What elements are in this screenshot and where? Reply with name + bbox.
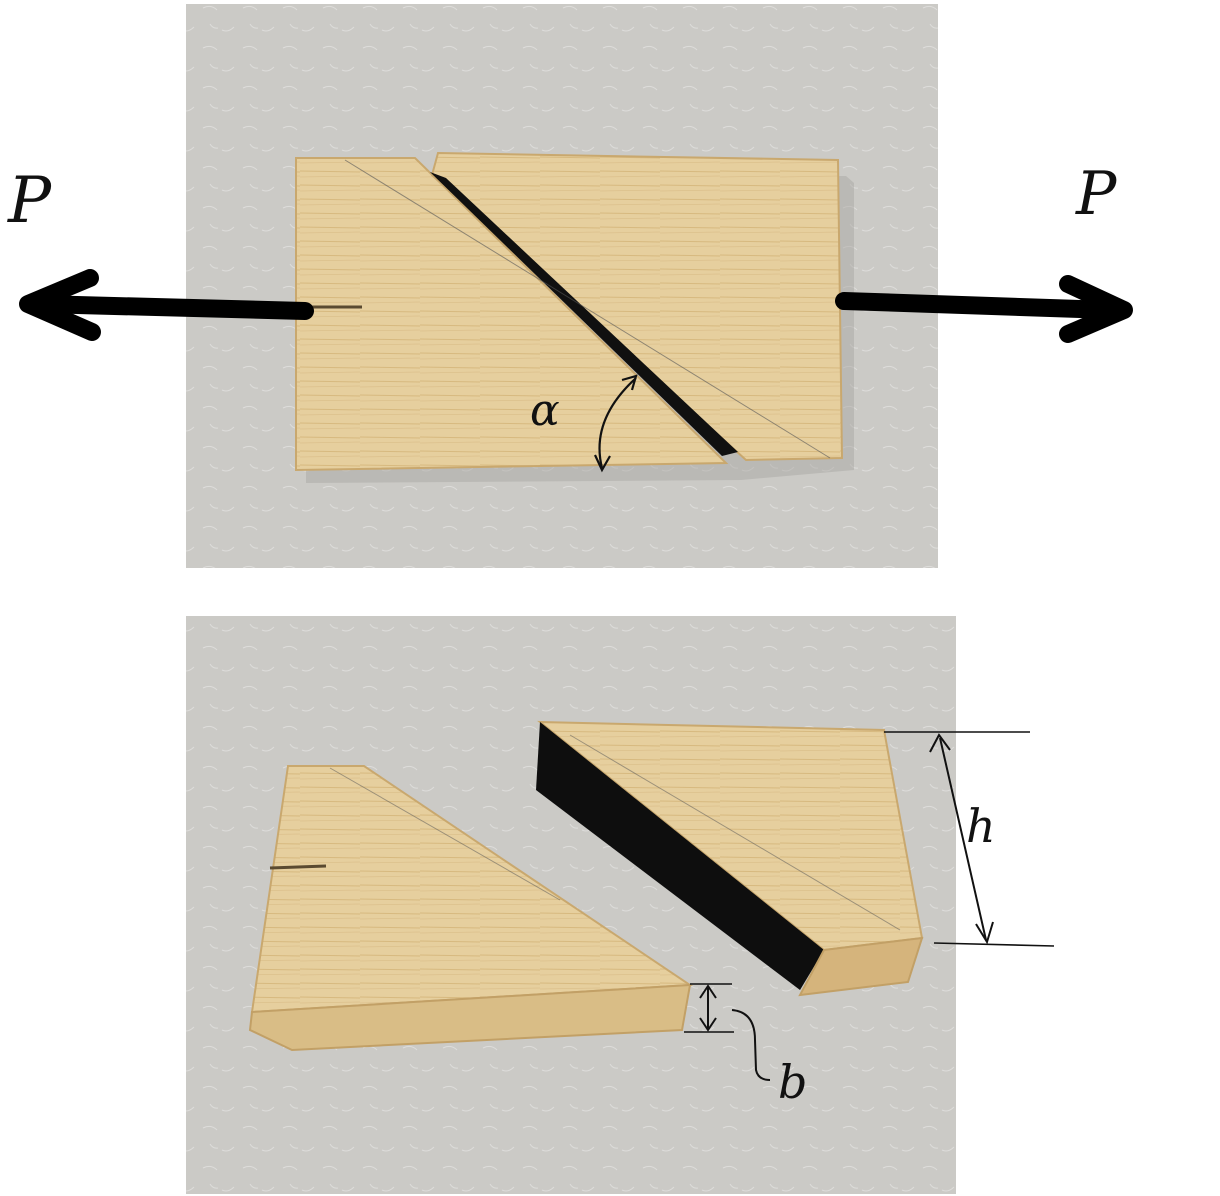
double-arrow-icon <box>939 737 987 941</box>
right-wedge-front <box>798 936 924 997</box>
angle-label: α <box>530 385 560 436</box>
right-wood-block <box>430 151 844 462</box>
height-dimension: h <box>884 731 1055 947</box>
thickness-label: b <box>778 1055 807 1109</box>
glue-joint <box>430 172 738 456</box>
arrow-left-icon <box>31 295 314 320</box>
left-wedge-front <box>248 983 692 1052</box>
left-wood-block <box>295 157 729 472</box>
force-arrow-left <box>19 269 314 341</box>
force-label-right: P <box>1075 159 1118 229</box>
bottom-photo <box>186 616 956 1194</box>
pencil-line <box>344 159 831 459</box>
thickness-dimension: b <box>684 983 807 1109</box>
force-label-left: P <box>7 164 52 238</box>
force-arrow-right <box>835 275 1133 343</box>
height-label: h <box>966 799 996 853</box>
top-photo: α <box>186 4 938 568</box>
double-arrow-arc-icon <box>598 377 637 469</box>
glued-face <box>536 722 824 990</box>
angle-annotation: α <box>530 374 638 473</box>
arrow-right-icon <box>835 292 1119 319</box>
slot-bottom <box>269 864 327 870</box>
